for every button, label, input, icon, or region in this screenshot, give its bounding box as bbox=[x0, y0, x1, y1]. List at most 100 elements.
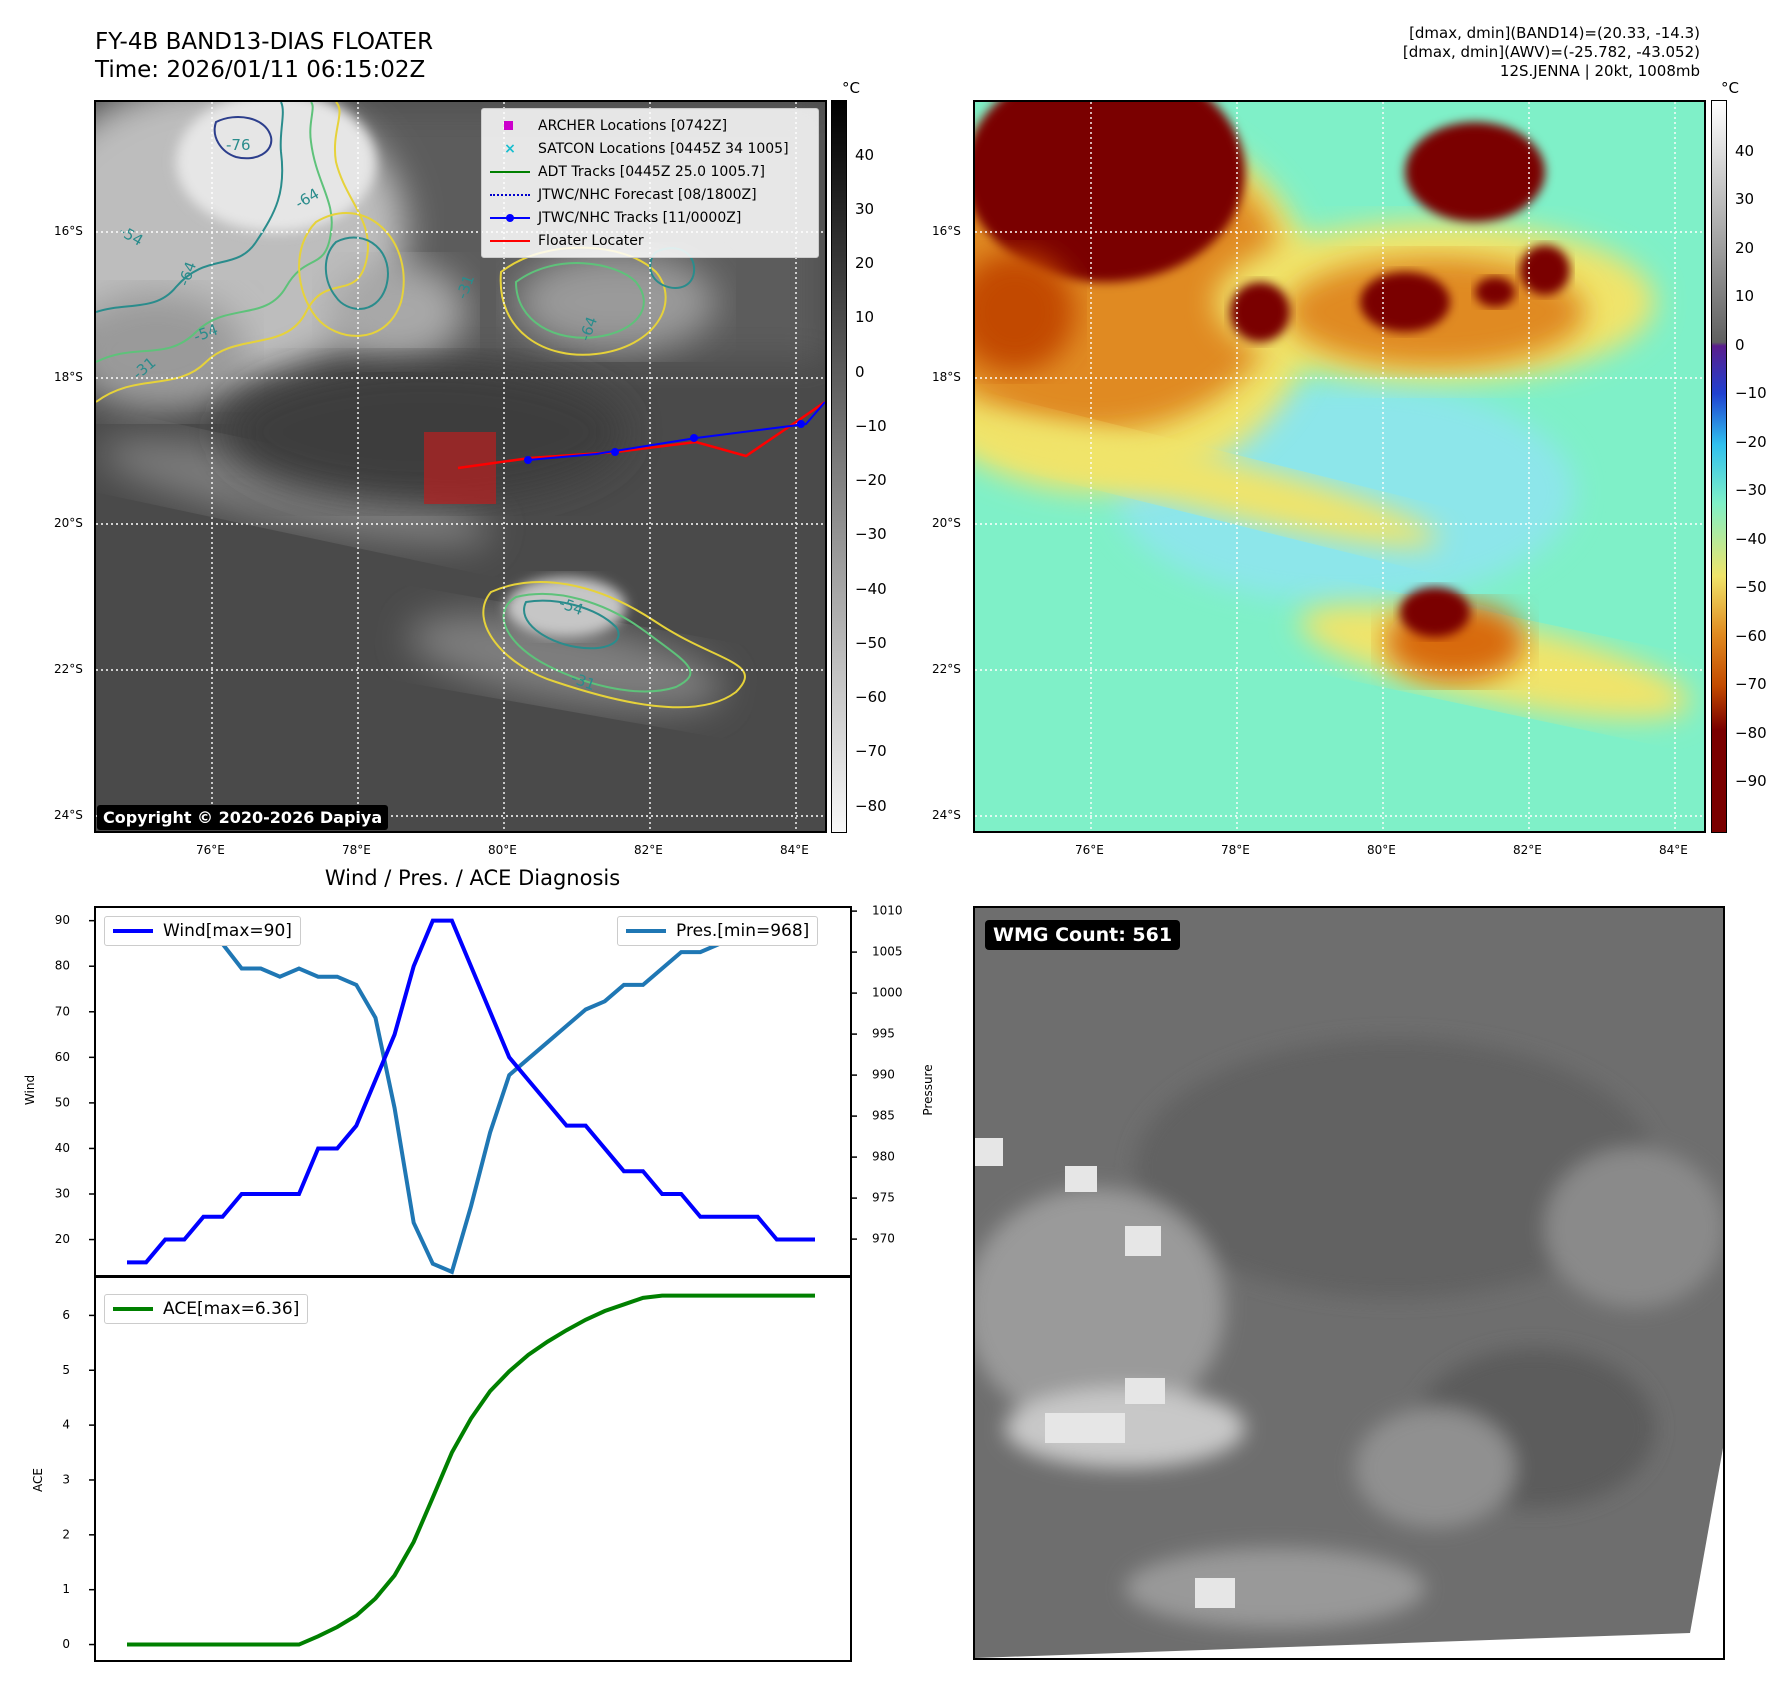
colorbar-tick: −30 bbox=[1735, 481, 1767, 499]
colorbar-tick: 30 bbox=[1735, 190, 1755, 208]
wind-ytick-label: 50 bbox=[55, 1095, 70, 1109]
colorbar-tick: −40 bbox=[855, 580, 887, 598]
figure-title: FY-4B BAND13-DIAS FLOATER Time: 2026/01/… bbox=[95, 28, 433, 84]
legend-item-tracks: JTWC/NHC Tracks [11/0000Z] bbox=[490, 206, 810, 229]
gray-colorbar bbox=[831, 100, 847, 833]
lat-label: 24°S bbox=[932, 808, 961, 822]
gray-colorbar-unit: °C bbox=[842, 79, 860, 97]
lat-label: 18°S bbox=[54, 370, 83, 384]
title-line-2: Time: 2026/01/11 06:15:02Z bbox=[95, 57, 426, 83]
pressure-series-line bbox=[127, 925, 815, 1275]
lat-label: 16°S bbox=[932, 224, 961, 238]
color-ir-map-image bbox=[975, 102, 1704, 831]
colorbar-tick: −60 bbox=[855, 688, 887, 706]
pressure-ytick-label: 990 bbox=[872, 1068, 895, 1082]
colorbar-tick: 40 bbox=[1735, 142, 1755, 160]
lon-label: 80°E bbox=[1367, 843, 1396, 857]
lat-label: 20°S bbox=[54, 516, 83, 530]
ace-ytick-label: 2 bbox=[62, 1527, 70, 1541]
colorbar-tick: −50 bbox=[855, 634, 887, 652]
wind-legend: Wind[max=90] bbox=[104, 916, 301, 946]
colorbar-tick: −30 bbox=[855, 525, 887, 543]
legend-item-floater: Floater Locater bbox=[490, 229, 810, 252]
colorbar-tick: 10 bbox=[855, 308, 875, 326]
pressure-axis-label: Pressure bbox=[921, 1064, 935, 1115]
wind-pressure-chart: 20 30 40 50 60 70 80 90 970 975 980 985 990 995 1000 1… bbox=[23, 904, 935, 1277]
info-line-3: 12S.JENNA | 20kt, 1008mb bbox=[1499, 62, 1700, 80]
color-colorbar bbox=[1711, 100, 1727, 833]
color-colorbar-unit: °C bbox=[1721, 79, 1739, 97]
colorbar-tick: −80 bbox=[1735, 724, 1767, 742]
title-line-1: FY-4B BAND13-DIAS FLOATER bbox=[95, 29, 434, 55]
wmg-count-badge: WMG Count: 561 bbox=[985, 920, 1181, 950]
pressure-ytick-label: 1005 bbox=[872, 945, 903, 959]
colorbar-tick: −40 bbox=[1735, 530, 1767, 548]
ace-ytick-label: 1 bbox=[62, 1582, 70, 1596]
contour-label: -76 bbox=[226, 136, 251, 154]
colorbar-tick: 20 bbox=[1735, 239, 1755, 257]
copyright-badge: Copyright © 2020-2026 Dapiya bbox=[97, 805, 389, 830]
lat-label: 20°S bbox=[932, 516, 961, 530]
lon-label: 76°E bbox=[1075, 843, 1104, 857]
diagnosis-title: Wind / Pres. / ACE Diagnosis bbox=[324, 866, 621, 890]
ace-ytick-label: 0 bbox=[62, 1637, 70, 1651]
colorbar-tick: −10 bbox=[1735, 384, 1767, 402]
wind-axis-label: Wind bbox=[23, 1075, 37, 1105]
legend-item-forecast: JTWC/NHC Forecast [08/1800Z] bbox=[490, 183, 810, 206]
colorbar-tick: −70 bbox=[1735, 675, 1767, 693]
ace-ytick-label: 5 bbox=[62, 1363, 70, 1377]
wind-ytick-label: 40 bbox=[55, 1141, 70, 1155]
lat-label: 16°S bbox=[54, 224, 83, 238]
wind-ytick-label: 30 bbox=[55, 1187, 70, 1201]
colorbar-tick: −20 bbox=[855, 471, 887, 489]
wind-series-line bbox=[127, 918, 815, 1265]
storm-info: [dmax, dmin](BAND14)=(20.33, -14.3) [dma… bbox=[1403, 24, 1700, 81]
lat-label: 24°S bbox=[54, 808, 83, 822]
colorbar-tick: 10 bbox=[1735, 287, 1755, 305]
lat-label: 18°S bbox=[932, 370, 961, 384]
colorbar-tick: 0 bbox=[1735, 336, 1745, 354]
lon-label: 76°E bbox=[196, 843, 225, 857]
colorbar-tick: 40 bbox=[855, 146, 875, 164]
lon-label: 78°E bbox=[1221, 843, 1250, 857]
colorbar-tick: −60 bbox=[1735, 627, 1767, 645]
pressure-ytick-label: 1000 bbox=[872, 986, 903, 1000]
pressure-ytick-label: 970 bbox=[872, 1232, 895, 1246]
pressure-ytick-label: 980 bbox=[872, 1150, 895, 1164]
colorbar-tick: 0 bbox=[855, 363, 865, 381]
wind-ytick-label: 70 bbox=[55, 1004, 70, 1018]
colorbar-tick: −10 bbox=[855, 417, 887, 435]
ir-map-panel: -76 -64 -64 -54 -54 -31 -54 -31 -64 -31 bbox=[94, 100, 827, 833]
colorbar-tick: 20 bbox=[855, 254, 875, 272]
ace-series-line bbox=[127, 1293, 815, 1647]
pressure-ytick-label: 1010 bbox=[872, 904, 903, 918]
pressure-legend: Pres.[min=968] bbox=[617, 916, 819, 946]
lon-label: 80°E bbox=[488, 843, 517, 857]
lat-label: 22°S bbox=[932, 662, 961, 676]
wind-ytick-label: 80 bbox=[55, 959, 70, 973]
info-line-1: [dmax, dmin](BAND14)=(20.33, -14.3) bbox=[1409, 24, 1700, 42]
ace-axis-label: ACE bbox=[31, 1468, 45, 1492]
lon-label: 84°E bbox=[1659, 843, 1688, 857]
colorbar-tick: −70 bbox=[855, 742, 887, 760]
colorbar-tick: −50 bbox=[1735, 578, 1767, 596]
info-line-2: [dmax, dmin](AWV)=(-25.782, -43.052) bbox=[1402, 43, 1700, 61]
lat-label: 22°S bbox=[54, 662, 83, 676]
map-legend: ARCHER Locations [0742Z] × SATCON Locati… bbox=[481, 108, 819, 258]
legend-item-satcon: × SATCON Locations [0445Z 34 1005] bbox=[504, 140, 789, 157]
color-ir-map-panel bbox=[973, 100, 1706, 833]
ace-legend: ACE[max=6.36] bbox=[104, 1294, 309, 1324]
colorbar-tick: −20 bbox=[1735, 433, 1767, 451]
pressure-ytick-label: 985 bbox=[872, 1109, 895, 1123]
ace-chart: 0 1 2 3 4 5 6 ACE bbox=[31, 1276, 852, 1662]
colorbar-tick: 30 bbox=[855, 200, 875, 218]
wind-ytick-label: 20 bbox=[55, 1232, 70, 1246]
lon-label: 78°E bbox=[342, 843, 371, 857]
lon-label: 82°E bbox=[1513, 843, 1542, 857]
legend-item-archer: ARCHER Locations [0742Z] bbox=[490, 114, 810, 137]
ace-ytick-label: 3 bbox=[62, 1472, 70, 1486]
ace-ytick-label: 4 bbox=[62, 1418, 70, 1432]
wind-ytick-label: 90 bbox=[55, 913, 70, 927]
pressure-ytick-label: 975 bbox=[872, 1191, 895, 1205]
lon-label: 82°E bbox=[634, 843, 663, 857]
